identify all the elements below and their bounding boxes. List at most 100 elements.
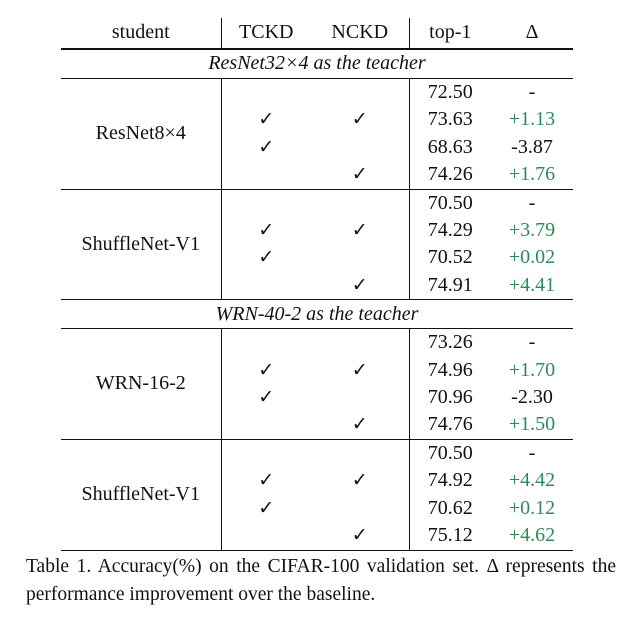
header-delta: Δ bbox=[491, 18, 573, 50]
top1-value: 70.50 bbox=[427, 191, 473, 214]
table-row: ✓ ✓ 74.29 +3.79 bbox=[61, 217, 573, 245]
teacher-label: ResNet32×4 as the teacher bbox=[61, 48, 573, 79]
delta-value: +3.79 bbox=[508, 219, 556, 242]
caption-label: Table 1. bbox=[26, 556, 92, 577]
top1-value: 68.63 bbox=[427, 135, 473, 158]
delta-value: +0.12 bbox=[508, 496, 556, 519]
delta-value: - bbox=[528, 331, 536, 354]
nckd-check bbox=[311, 384, 410, 412]
tckd-check: ✓ bbox=[258, 136, 275, 158]
student-name: ShuffleNet-V1 bbox=[61, 189, 222, 301]
delta-value: +4.42 bbox=[508, 469, 556, 492]
tckd-check bbox=[221, 189, 311, 217]
delta-value: - bbox=[528, 81, 536, 103]
top1-value: 70.50 bbox=[427, 441, 473, 464]
caption-text: Accuracy(%) on the CIFAR-100 validation … bbox=[26, 556, 616, 605]
top1-value: 70.52 bbox=[427, 246, 473, 269]
table-row: ✓ ✓ 74.92 +4.42 bbox=[61, 467, 573, 495]
nckd-check bbox=[311, 494, 410, 523]
delta-value: +1.50 bbox=[491, 411, 573, 440]
table-body: ResNet32×4 as the teacher ResNet8×4 72.50 -… bbox=[61, 48, 573, 551]
top1-value: 73.63 bbox=[427, 108, 473, 131]
nckd-check bbox=[311, 78, 410, 107]
nckd-check: ✓ bbox=[311, 356, 410, 385]
top1-value: 70.62 bbox=[427, 496, 473, 519]
nckd-check: ✓ bbox=[311, 522, 410, 551]
nckd-check: ✓ bbox=[311, 271, 410, 301]
table-row: ✓ ✓ 74.96 +1.70 bbox=[61, 356, 573, 385]
table-row: ✓ 74.26 +1.76 bbox=[61, 161, 573, 190]
teacher-row: ResNet32×4 as the teacher bbox=[61, 48, 573, 79]
table-row: ✓ 70.96 -2.30 bbox=[61, 384, 573, 412]
top1-value: 73.26 bbox=[427, 331, 473, 354]
delta-value: +4.41 bbox=[491, 271, 573, 301]
nckd-check bbox=[311, 133, 410, 162]
teacher-label: WRN-40-2 as the teacher bbox=[61, 299, 573, 330]
header-tckd: TCKD bbox=[221, 18, 311, 50]
table-row: ShuffleNet-V1 70.50 - bbox=[61, 439, 573, 551]
top1-value: 75.12 bbox=[409, 522, 491, 551]
tckd-check bbox=[221, 161, 311, 190]
nckd-check: ✓ bbox=[311, 411, 410, 440]
nckd-check bbox=[311, 439, 410, 468]
tckd-check bbox=[221, 271, 311, 301]
header-row: student TCKD NCKD top-1 Δ bbox=[61, 18, 573, 50]
nckd-check bbox=[311, 189, 410, 218]
nckd-check: ✓ bbox=[311, 106, 410, 134]
tckd-check bbox=[221, 79, 311, 107]
table-row: ✓ 70.52 +0.02 bbox=[61, 244, 573, 272]
delta-value: - bbox=[528, 191, 536, 214]
student-name: ShuffleNet-V1 bbox=[61, 439, 222, 551]
header-nckd: NCKD bbox=[311, 18, 410, 50]
student-name: WRN-16-2 bbox=[61, 328, 222, 440]
delta-value: - bbox=[528, 441, 536, 464]
table-caption: Table 1. Accuracy(%) on the CIFAR-100 va… bbox=[26, 553, 616, 609]
nckd-check: ✓ bbox=[311, 161, 410, 190]
tckd-check bbox=[221, 411, 311, 440]
tckd-check: ✓ bbox=[258, 109, 275, 131]
tckd-check: ✓ bbox=[258, 497, 275, 519]
top1-value: 72.50 bbox=[427, 81, 473, 103]
delta-value: +1.13 bbox=[508, 108, 556, 131]
header-student: student bbox=[61, 18, 222, 50]
top1-value: 74.92 bbox=[427, 469, 473, 492]
tckd-check bbox=[221, 329, 311, 357]
nckd-check bbox=[311, 244, 410, 272]
top1-value: 74.91 bbox=[409, 271, 491, 301]
table-row: ✓ ✓ 73.63 +1.13 bbox=[61, 106, 573, 134]
tckd-check bbox=[221, 522, 311, 551]
tckd-check: ✓ bbox=[258, 247, 275, 269]
header-top1: top-1 bbox=[409, 18, 491, 50]
delta-value: +1.70 bbox=[508, 358, 556, 381]
student-name: ResNet8×4 bbox=[61, 78, 222, 190]
delta-value: +4.62 bbox=[491, 522, 573, 551]
table-row: ✓ 74.76 +1.50 bbox=[61, 411, 573, 440]
tckd-check bbox=[221, 439, 311, 467]
top1-value: 74.26 bbox=[409, 161, 491, 190]
table-row: ShuffleNet-V1 70.50 - bbox=[61, 189, 573, 301]
results-table: student TCKD NCKD top-1 Δ ResNet32×4 as … bbox=[61, 18, 573, 551]
table-row: WRN-16-2 73.26 - bbox=[61, 328, 573, 440]
delta-value: -2.30 bbox=[511, 386, 553, 409]
delta-value: -3.87 bbox=[511, 135, 553, 158]
tckd-check: ✓ bbox=[258, 220, 275, 242]
top1-value: 74.29 bbox=[427, 219, 473, 242]
nckd-check: ✓ bbox=[311, 217, 410, 245]
top1-value: 74.96 bbox=[427, 358, 473, 381]
teacher-row: WRN-40-2 as the teacher bbox=[61, 299, 573, 330]
delta-value: +0.02 bbox=[508, 246, 556, 269]
tckd-check: ✓ bbox=[258, 359, 275, 381]
table-row: ✓ 70.62 +0.12 bbox=[61, 494, 573, 523]
table-row: ✓ 75.12 +4.62 bbox=[61, 522, 573, 551]
table-row: ResNet8×4 72.50 - bbox=[61, 78, 573, 190]
delta-value: +1.76 bbox=[491, 161, 573, 190]
nckd-check: ✓ bbox=[311, 467, 410, 495]
tckd-check: ✓ bbox=[258, 387, 275, 409]
table-row: ✓ 74.91 +4.41 bbox=[61, 271, 573, 301]
tckd-check: ✓ bbox=[258, 470, 275, 492]
top1-value: 74.76 bbox=[409, 411, 491, 440]
top1-value: 70.96 bbox=[427, 386, 473, 409]
nckd-check bbox=[311, 328, 410, 357]
table-row: ✓ 68.63 -3.87 bbox=[61, 133, 573, 162]
